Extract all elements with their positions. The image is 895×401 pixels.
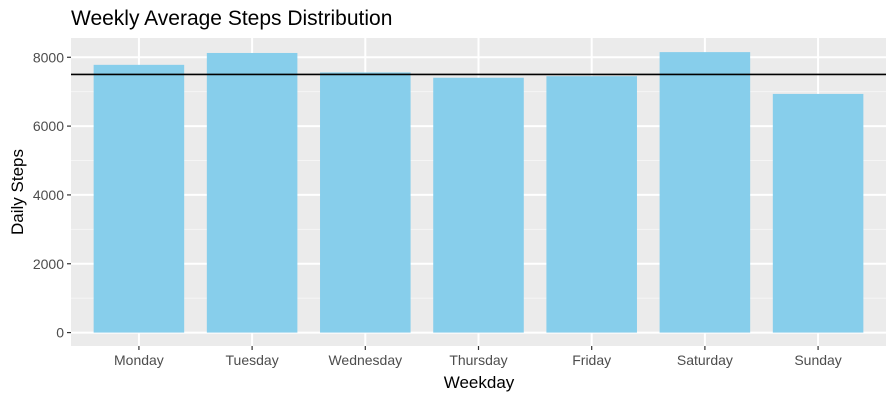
y-axis-title: Daily Steps [8,149,27,235]
x-axis-title: Weekday [444,373,515,392]
x-tick-label: Sunday [794,352,841,368]
x-tick-label: Tuesday [226,352,279,368]
bar-sunday [772,93,864,333]
y-tick-label: 0 [56,325,64,341]
y-tick-label: 4000 [33,187,64,203]
bars [93,52,864,333]
x-tick-label: Monday [114,352,164,368]
bar-saturday [659,52,751,333]
y-tick-label: 8000 [33,49,64,65]
x-tick-label: Thursday [449,352,507,368]
y-axis-ticks: 0 2000 4000 6000 8000 [33,49,71,341]
bar-wednesday [320,72,411,333]
y-tick-label: 6000 [33,118,64,134]
bar-tuesday [206,52,298,333]
x-tick-label: Friday [572,352,611,368]
chart-title: Weekly Average Steps Distribution [71,7,392,30]
y-tick-label: 2000 [33,256,64,272]
x-axis-ticks: Monday Tuesday Wednesday Thursday Friday Satu… [114,346,842,368]
bar-friday [546,76,637,333]
bar-thursday [433,77,524,333]
x-tick-label: Wednesday [328,352,402,368]
x-tick-label: Saturday [677,352,733,368]
bar-monday [93,64,185,333]
